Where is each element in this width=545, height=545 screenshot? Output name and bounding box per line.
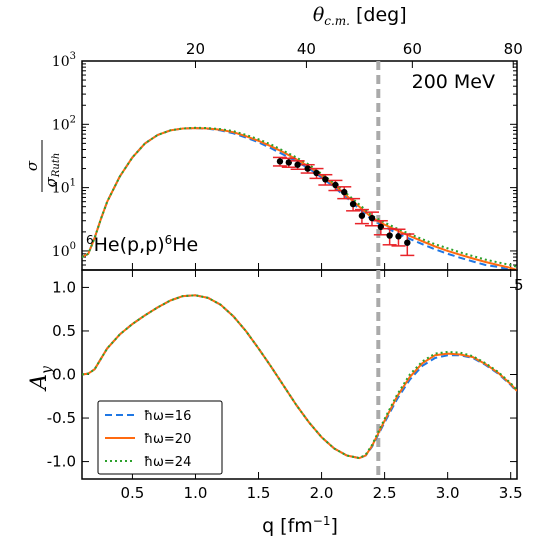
svg-text:σ: σ [23,160,41,171]
top-y-tick-label: 101 [52,178,76,197]
data-point [322,176,329,183]
legend: ħω=16 ħω=20 ħω=24 [97,400,223,475]
data-point [349,200,357,208]
top-theta-tick-label: 20 [186,40,205,58]
bottom-y-tick-label: 0.5 [52,322,76,340]
top-theta-tick-label: 60 [403,40,422,58]
top-axis-unit: [deg] [356,4,407,26]
bottom-x-axis-label: q [fm−1] [262,514,338,537]
data-point [368,214,376,222]
legend-label-hw24: ħω=24 [144,455,191,470]
bottom-y-tick-label: 1.0 [52,278,76,296]
top-axis-label: θc.m. [313,4,350,28]
bottom-y-tick-label: 0.0 [52,366,76,384]
energy-label: 200 MeV [412,71,495,93]
legend-label-hw16: ħω=16 [144,409,191,424]
data-point [285,159,292,166]
analyzing-power-panel: 0.5 1.0 1.5 2.0 2.5 3.0 3.5 1.0 0.5 0.0 -0.5 -1.0 [47,269,523,502]
data-point [395,233,402,240]
data-point [332,181,339,189]
bottom-y-tick-label: -1.0 [47,453,76,471]
top-y-axis-label: σ σRuth [23,140,62,192]
bottom-x-tick-label: 2.0 [310,484,334,502]
bottom-x-tick-label: 1.5 [247,484,271,502]
data-point [386,232,393,239]
data-point [358,212,366,219]
data-point [276,158,284,165]
top-series-hw24 [82,126,517,268]
data-point [404,239,411,246]
bottom-series-hw20 [82,294,517,460]
legend-label-hw20: ħω=20 [144,432,191,447]
bottom-x-tick-label: 2.5 [373,484,397,502]
top-theta-tick-label: 40 [297,40,316,58]
reaction-label: 6He(p,p)6He [86,233,198,256]
bottom-y-axis-label: Ay [27,365,55,392]
top-y-tick-label: 103 [52,51,76,70]
bottom-x-tick-label: 0.5 [121,484,145,502]
data-point [313,169,320,177]
svg-text:σRuth: σRuth [42,153,62,188]
data-point [294,161,301,168]
top-y-tick-label: 102 [52,114,76,133]
bottom-y-tick-label: -0.5 [47,409,76,427]
top-theta-tick-label: 80 [504,40,523,58]
right-edge-tick-label: 5 [514,276,524,294]
bottom-x-tick-label: 1.0 [184,484,208,502]
data-point [341,188,348,196]
data-point [304,165,311,172]
data-point [377,223,385,231]
bottom-x-tick-label: 3.5 [499,484,523,502]
cross-section-panel: 20 40 60 80 100 101 102 103 [52,40,523,271]
top-y-tick-label: 100 [52,241,76,260]
bottom-x-tick-label: 3.0 [436,484,460,502]
